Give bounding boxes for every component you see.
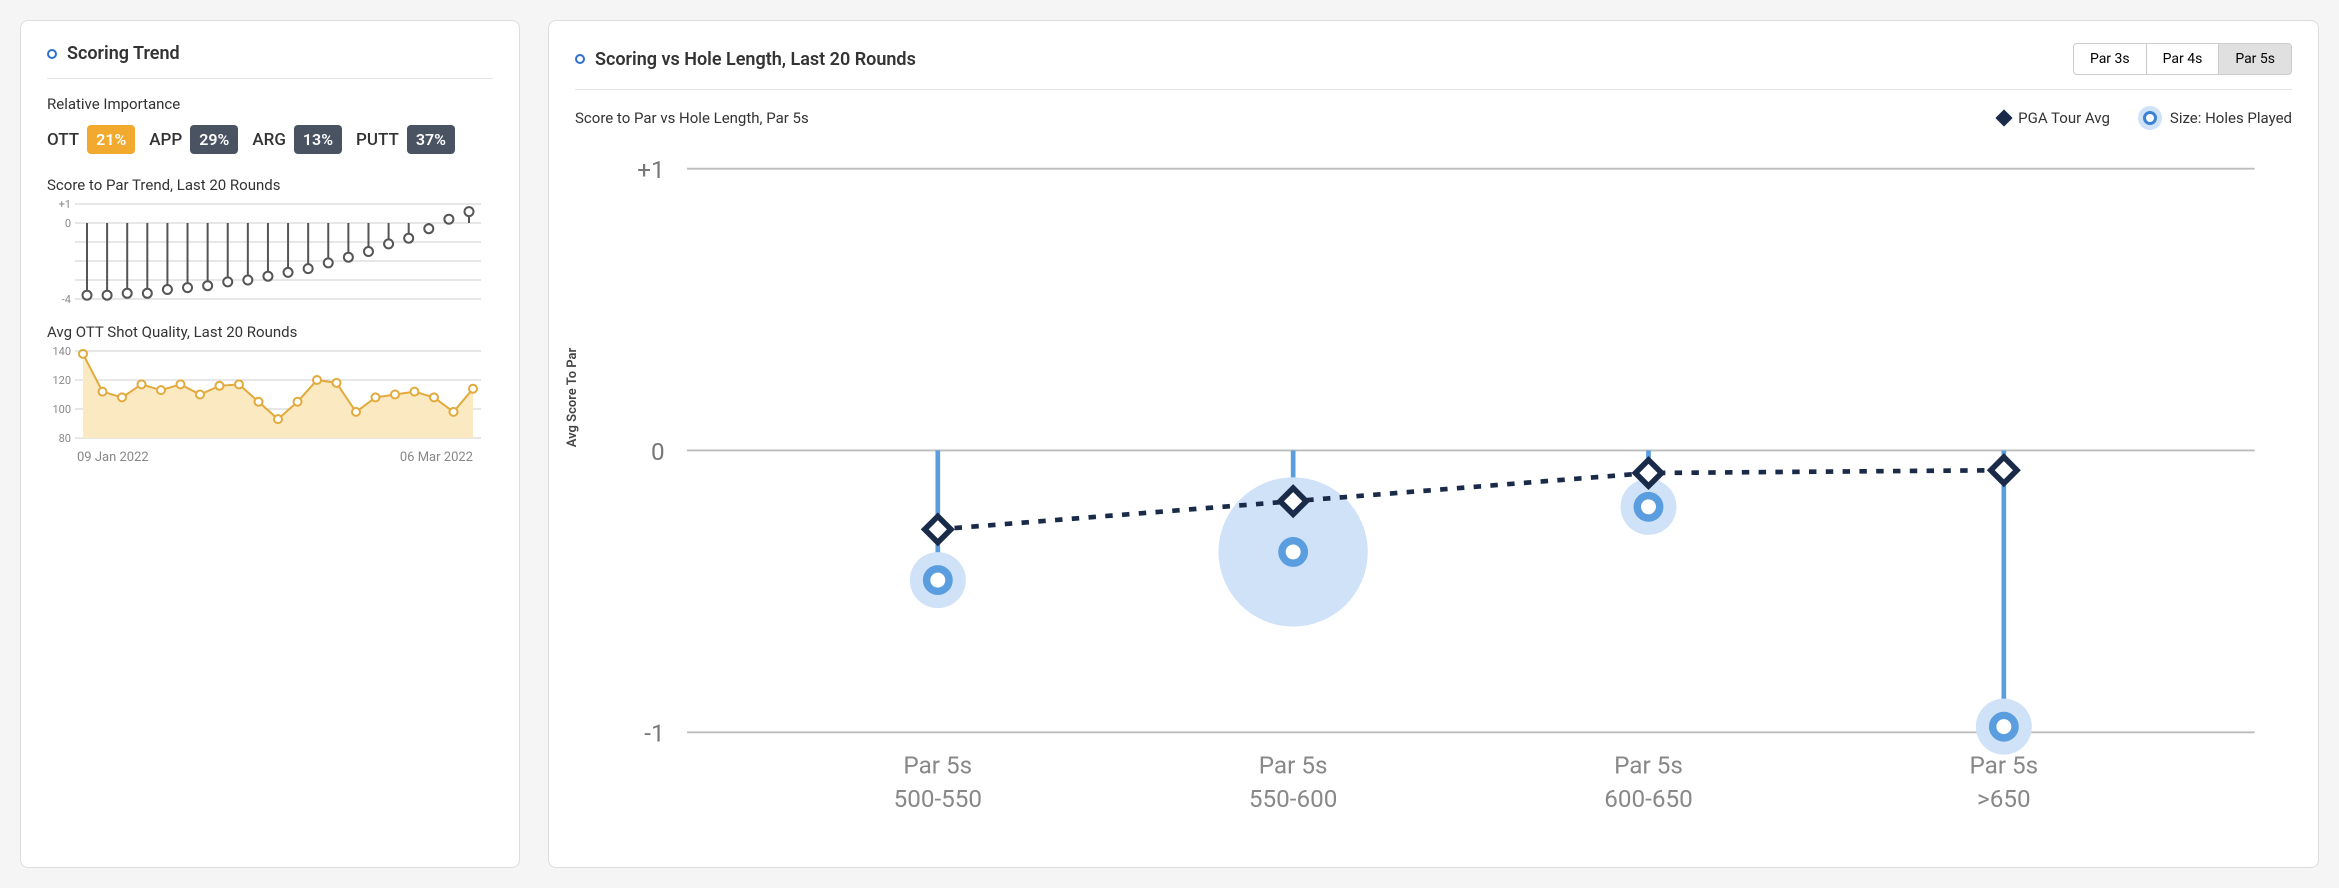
tab-par-3s[interactable]: Par 3s xyxy=(2073,43,2147,75)
hole-length-chart: +1 0 -1 Par 5s 500-550 Par 5s 550-600 Par 5s 600… xyxy=(575,150,2292,845)
svg-text:0: 0 xyxy=(65,217,71,230)
bullet-icon xyxy=(575,54,585,64)
circle-icon xyxy=(2138,106,2162,130)
bullet-icon xyxy=(47,49,57,59)
chart-subtitle: Score to Par vs Hole Length, Par 5s xyxy=(575,109,809,127)
importance-badge: 13% xyxy=(294,125,342,154)
legend-size: Size: Holes Played xyxy=(2138,106,2292,130)
svg-text:80: 80 xyxy=(59,432,71,442)
tab-par-4s[interactable]: Par 4s xyxy=(2147,43,2220,75)
svg-text:100: 100 xyxy=(52,403,71,416)
svg-text:500-550: 500-550 xyxy=(894,784,982,813)
importance-badge: 37% xyxy=(407,125,455,154)
svg-text:120: 120 xyxy=(52,374,71,387)
card-title: Scoring Trend xyxy=(67,43,180,64)
svg-text:-4: -4 xyxy=(62,293,71,305)
importance-label: ARG xyxy=(252,130,286,150)
importance-label: OTT xyxy=(47,130,79,150)
svg-text:+1: +1 xyxy=(637,155,664,184)
y-axis-label: Avg Score To Par xyxy=(565,348,580,447)
date-start: 09 Jan 2022 xyxy=(77,450,149,465)
svg-text:+1: +1 xyxy=(59,200,71,211)
importance-item: OTT 21% xyxy=(47,125,135,154)
importance-heading: Relative Importance xyxy=(47,95,493,113)
date-end: 06 Mar 2022 xyxy=(400,450,473,465)
importance-badge: 29% xyxy=(190,125,238,154)
svg-text:-1: -1 xyxy=(644,719,664,748)
svg-text:550-600: 550-600 xyxy=(1249,784,1337,813)
svg-text:Par 5s: Par 5s xyxy=(1614,750,1683,779)
svg-text:Par 5s: Par 5s xyxy=(1969,750,2038,779)
diamond-icon xyxy=(1996,110,2013,127)
par-tabs: Par 3sPar 4sPar 5s xyxy=(2073,43,2292,75)
legend-row: Score to Par vs Hole Length, Par 5s PGA … xyxy=(575,106,2292,130)
svg-text:600-650: 600-650 xyxy=(1604,784,1692,813)
score-trend-title: Score to Par Trend, Last 20 Rounds xyxy=(47,176,493,194)
importance-row: OTT 21% APP 29% ARG 13% PUTT 37% xyxy=(47,125,493,154)
importance-item: APP 29% xyxy=(149,125,238,154)
importance-item: ARG 13% xyxy=(252,125,342,154)
scoring-trend-card: Scoring Trend Relative Importance OTT 21%… xyxy=(20,20,520,868)
date-range: 09 Jan 2022 06 Mar 2022 xyxy=(47,446,493,465)
importance-label: PUTT xyxy=(356,130,399,150)
score-trend-chart: +1 0 -4 xyxy=(47,200,493,309)
svg-text:140: 140 xyxy=(52,347,71,358)
svg-text:>650: >650 xyxy=(1977,784,2031,813)
svg-text:Par 5s: Par 5s xyxy=(1259,750,1328,779)
svg-text:0: 0 xyxy=(651,437,665,466)
svg-text:Par 5s: Par 5s xyxy=(903,750,972,779)
ott-quality-title: Avg OTT Shot Quality, Last 20 Rounds xyxy=(47,323,493,341)
card-title: Scoring vs Hole Length, Last 20 Rounds xyxy=(595,49,916,70)
card-header: Scoring vs Hole Length, Last 20 Rounds P… xyxy=(575,43,2292,90)
card-header: Scoring Trend xyxy=(47,43,493,79)
importance-item: PUTT 37% xyxy=(356,125,455,154)
scoring-vs-length-card: Scoring vs Hole Length, Last 20 Rounds P… xyxy=(548,20,2319,868)
importance-label: APP xyxy=(149,130,182,150)
ott-quality-chart: 80 100 120 140 xyxy=(47,347,493,446)
legend-pga: PGA Tour Avg xyxy=(1998,109,2110,127)
tab-par-5s[interactable]: Par 5s xyxy=(2219,43,2292,75)
importance-badge: 21% xyxy=(87,125,135,154)
